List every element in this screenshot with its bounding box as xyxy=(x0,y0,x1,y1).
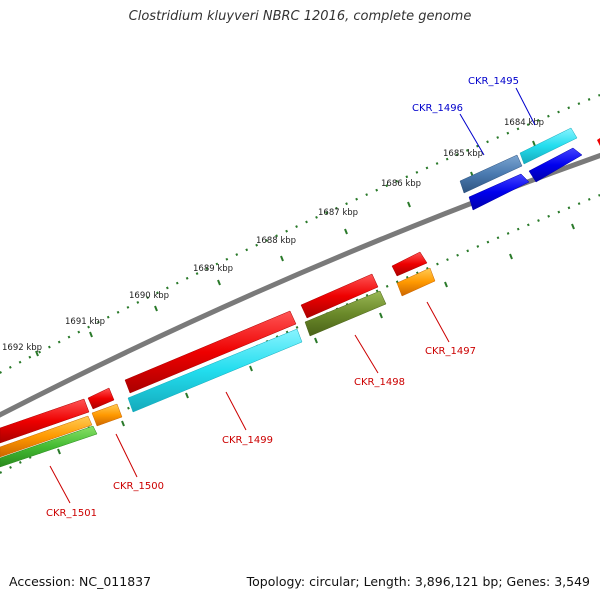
gene-label-ckr-1498[interactable]: CKR_1498 xyxy=(354,377,405,388)
feature-ckr-1499 xyxy=(127,328,303,413)
gene-label-ckr-1500[interactable]: CKR_1500 xyxy=(113,481,164,492)
feature-ckr-1497 xyxy=(396,267,436,297)
gene-label-ckr-1497[interactable]: CKR_1497 xyxy=(425,346,476,357)
cds-ckr-1496[interactable] xyxy=(468,173,530,211)
kbp-label: 1691 kbp xyxy=(65,317,105,327)
cds-ckr-1499[interactable] xyxy=(124,310,297,394)
kbp-label: 1685 kbp xyxy=(443,149,483,159)
outer-major-ticks xyxy=(35,140,536,357)
feature-ckr-1501-green xyxy=(0,425,98,468)
gene-label-ckr-1496[interactable]: CKR_1496 xyxy=(412,103,463,114)
cds-ckr-1498[interactable] xyxy=(300,273,379,319)
genome-backbone xyxy=(0,152,600,418)
accession-text: Accession: NC_011837 xyxy=(9,574,152,589)
leader-lines xyxy=(49,87,536,504)
gene-label-ckr-1495[interactable]: CKR_1495 xyxy=(468,76,519,87)
map-title: Clostridium kluyveri NBRC 12016, complet… xyxy=(128,9,472,24)
inner-major-ticks xyxy=(57,223,575,455)
gene-label-ckr-1499[interactable]: CKR_1499 xyxy=(222,435,273,446)
kbp-label: 1684 kbp xyxy=(504,118,544,128)
kbp-label: 1686 kbp xyxy=(381,179,421,189)
feature-ckr-1496 xyxy=(459,154,523,194)
kbp-label: 1690 kbp xyxy=(129,291,169,301)
cds-ckr-1497[interactable] xyxy=(391,251,428,277)
cds-ckr-1501[interactable] xyxy=(0,398,90,444)
cds-ckr-1500[interactable] xyxy=(87,387,115,410)
kbp-label: 1688 kbp xyxy=(256,236,296,246)
feature-ckr-1498 xyxy=(304,290,387,337)
outer-tick-ring xyxy=(0,93,600,374)
kbp-label: 1687 kbp xyxy=(318,208,358,218)
kbp-label: 1692 kbp xyxy=(2,343,42,353)
genome-summary-text: Topology: circular; Length: 3,896,121 bp… xyxy=(246,574,590,589)
feature-ckr-1495 xyxy=(519,127,578,165)
kbp-label: 1689 kbp xyxy=(193,264,233,274)
gene-label-ckr-1501[interactable]: CKR_1501 xyxy=(46,508,97,519)
cds-ckr-1495[interactable] xyxy=(528,147,583,183)
feature-ckr-1500 xyxy=(91,403,123,427)
partial-feature-right xyxy=(597,138,600,146)
inner-tick-ring xyxy=(0,193,600,475)
feature-ckr-1501-orange xyxy=(0,415,93,458)
